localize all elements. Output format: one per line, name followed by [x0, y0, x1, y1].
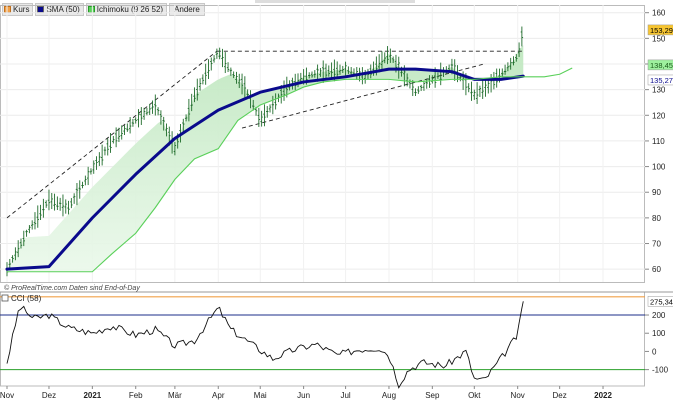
ichimoku-line: [6, 67, 573, 273]
x-tick-label: Jun: [297, 391, 310, 400]
sma-line: [5, 67, 525, 271]
cci-legend-label: CCI (58): [11, 294, 42, 303]
y-tick-label: 90: [652, 188, 661, 197]
x-tick-label: Sep: [425, 391, 440, 400]
legend-sma-label: SMA (50): [46, 5, 80, 14]
legend-kurs-label: Kurs: [13, 5, 30, 14]
x-tick-label: Dez: [553, 391, 567, 400]
x-tick-label: Dez: [42, 391, 56, 400]
x-tick-label: Okt: [468, 391, 481, 400]
y-tick-label: 110: [652, 137, 665, 146]
cci-last-value-badge-label: 275,34: [650, 297, 673, 306]
price-last-value-badge: [647, 24, 673, 36]
trendline: [6, 50, 218, 219]
y-tick-label: 160: [652, 9, 666, 18]
x-tick-label: Mai: [254, 391, 267, 400]
sma-last-value-badge-label: 135,27: [650, 76, 673, 85]
cci-checkbox-icon[interactable]: [1, 294, 9, 302]
cci-y-tick-label: 200: [652, 311, 666, 320]
x-tick-label: Feb: [129, 391, 143, 400]
cci-last-value-badge: [647, 296, 673, 307]
x-tick-label: Jul: [340, 391, 350, 400]
sma-last-value-badge: [647, 74, 673, 86]
y-tick-label: 60: [652, 265, 661, 274]
x-tick-label: Aug: [382, 391, 396, 400]
y-tick-label: 100: [652, 163, 666, 172]
x-tick-label: Nov: [0, 391, 14, 400]
x-tick-label: 2021: [83, 391, 101, 400]
price-last-value-badge-label: 153,29: [650, 26, 673, 35]
x-tick-label: Mär: [168, 391, 182, 400]
watermark-text: © ProRealTime.com Daten sind End-of-Day: [4, 284, 140, 292]
toolbar-strip: [255, 0, 415, 3]
y-tick-label: 70: [652, 240, 661, 249]
y-tick-label: 130: [652, 86, 666, 95]
x-tick-label: 2022: [594, 391, 612, 400]
cci-y-tick-label: 100: [652, 329, 666, 338]
ichimoku-last-value-badge-label: 138,45: [650, 61, 673, 70]
y-tick-label: 80: [652, 214, 661, 223]
cci-y-tick-label: 0: [652, 347, 657, 356]
cci-y-tick-label: -100: [652, 366, 669, 375]
ichimoku-last-value-badge: [647, 59, 673, 71]
price-panel-frame: [0, 5, 645, 283]
cci-line: [6, 301, 524, 389]
y-tick-label: 120: [652, 111, 666, 120]
x-tick-label: Apr: [212, 391, 225, 400]
legend-ichimoku-label: Ichimoku (9 26 52): [96, 5, 164, 14]
x-tick-label: Nov: [511, 391, 525, 400]
cci-legend: CCI (58): [1, 294, 42, 303]
y-tick-label: 150: [652, 34, 666, 43]
ichimoku-cloud-area: [6, 45, 524, 272]
cci-panel-frame: [0, 291, 645, 387]
